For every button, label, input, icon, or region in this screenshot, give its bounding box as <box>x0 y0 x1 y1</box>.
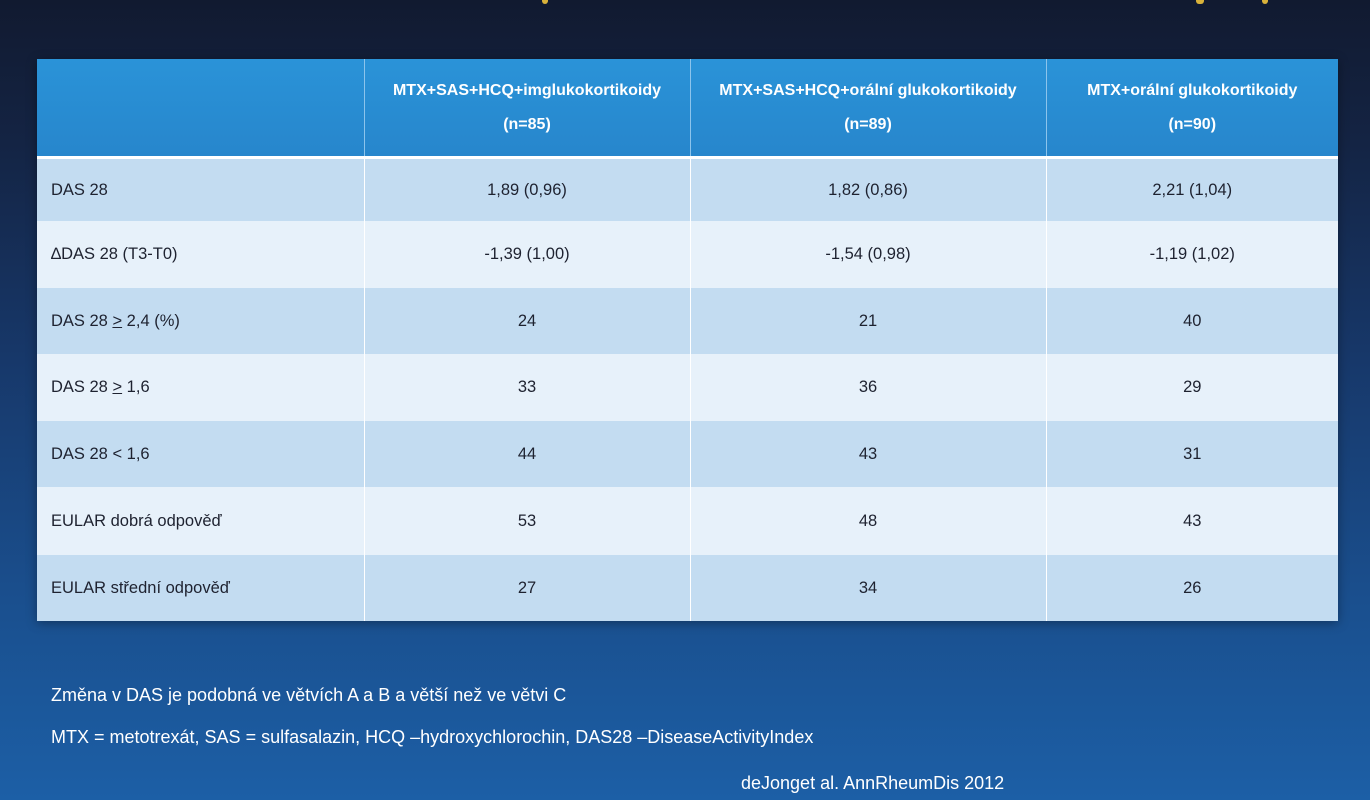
table-cell: 24 <box>364 288 691 354</box>
table-cell: 40 <box>1046 288 1338 354</box>
table-cell: 44 <box>364 421 691 487</box>
row-label: EULAR střední odpověď <box>37 555 365 621</box>
table-cell: 48 <box>690 487 1047 555</box>
row-label-prefix: DAS 28 <box>51 311 113 330</box>
table-cell: 33 <box>364 354 691 421</box>
table-row: DAS 28 > 1,6 33 36 29 <box>37 354 1338 421</box>
header-cell-group-b: MTX+SAS+HCQ+orální glukokortikoidy (n=89… <box>690 59 1047 159</box>
footnote-das-change: Změna v DAS je podobná ve větvích A a B … <box>51 685 567 705</box>
header-cell-group-c: MTX+orální glukokortikoidy (n=90) <box>1046 59 1338 159</box>
row-label: ∆DAS 28 (T3-T0) <box>37 221 365 288</box>
footnote-abbreviations: MTX = metotrexát, SAS = sulfasalazin, HC… <box>51 727 814 747</box>
citation: deJonget al. AnnRheumDis 2012 <box>741 773 1005 793</box>
results-table-container: MTX+SAS+HCQ+imglukokortikoidy (n=85) MTX… <box>37 59 1338 621</box>
table-cell: 36 <box>690 354 1047 421</box>
table-row: EULAR střední odpověď 27 34 26 <box>37 555 1338 621</box>
header-title: MTX+SAS+HCQ+orální glukokortikoidy <box>719 81 1017 99</box>
table-cell: 26 <box>1046 555 1338 621</box>
table-cell: 43 <box>690 421 1047 487</box>
table-cell: 43 <box>1046 487 1338 555</box>
header-cell-empty <box>37 59 365 159</box>
row-label: EULAR dobrá odpověď <box>37 487 365 555</box>
table-cell: -1,39 (1,00) <box>364 221 691 288</box>
table-cell: 53 <box>364 487 691 555</box>
table-row: ∆DAS 28 (T3-T0) -1,39 (1,00) -1,54 (0,98… <box>37 221 1338 288</box>
title-remnant <box>0 0 1370 8</box>
row-label: DAS 28 < 1,6 <box>37 421 365 487</box>
table-row: EULAR dobrá odpověď 53 48 43 <box>37 487 1338 555</box>
header-cell-group-a: MTX+SAS+HCQ+imglukokortikoidy (n=85) <box>364 59 691 159</box>
row-label: DAS 28 > 1,6 <box>37 354 365 421</box>
gte-symbol: > <box>112 311 123 330</box>
table-cell: -1,19 (1,02) <box>1046 221 1338 288</box>
row-label-prefix: DAS 28 <box>51 378 113 396</box>
table-header-row: MTX+SAS+HCQ+imglukokortikoidy (n=85) MTX… <box>37 59 1338 159</box>
table-cell: 1,82 (0,86) <box>690 157 1047 221</box>
table-cell: 31 <box>1046 421 1338 487</box>
table-cell: 34 <box>690 555 1047 621</box>
table-cell: 27 <box>364 555 691 621</box>
table-row: DAS 28 > 2,4 (%) 24 21 40 <box>37 288 1338 354</box>
table-row: DAS 28 < 1,6 44 43 31 <box>37 421 1338 487</box>
results-table: MTX+SAS+HCQ+imglukokortikoidy (n=85) MTX… <box>37 59 1338 621</box>
table-cell: 29 <box>1046 354 1338 421</box>
row-label: DAS 28 <box>37 157 365 221</box>
row-label-suffix: 2,4 (%) <box>122 311 180 330</box>
header-title: MTX+orální glukokortikoidy <box>1087 81 1298 99</box>
header-n: (n=89) <box>844 115 892 133</box>
table-cell: 21 <box>690 288 1047 354</box>
table-cell: -1,54 (0,98) <box>690 221 1047 288</box>
table-cell: 1,89 (0,96) <box>364 157 691 221</box>
header-n: (n=85) <box>503 115 551 133</box>
table-cell: 2,21 (1,04) <box>1046 157 1338 221</box>
header-n: (n=90) <box>1168 115 1217 133</box>
table-row: DAS 28 1,89 (0,96) 1,82 (0,86) 2,21 (1,0… <box>37 157 1338 221</box>
row-label: DAS 28 > 2,4 (%) <box>37 288 365 354</box>
header-title: MTX+SAS+HCQ+imglukokortikoidy <box>392 81 662 99</box>
row-label-suffix: 1,6 <box>122 378 150 396</box>
gte-symbol: > <box>112 378 123 396</box>
